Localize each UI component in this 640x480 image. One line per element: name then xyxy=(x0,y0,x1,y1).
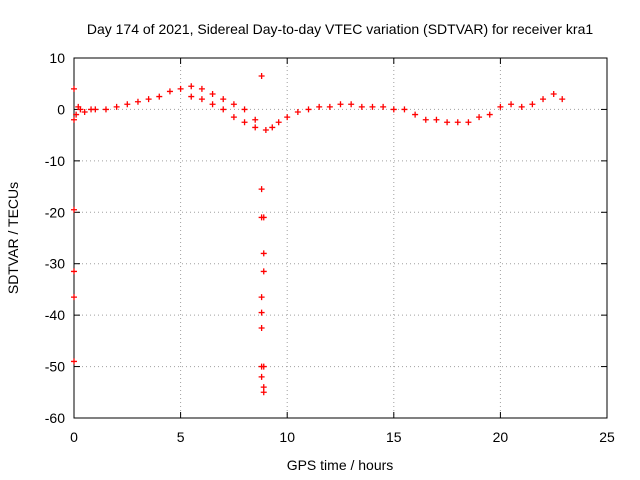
data-point xyxy=(134,98,141,105)
data-point xyxy=(358,103,365,110)
data-point xyxy=(230,101,237,108)
data-point xyxy=(71,294,77,301)
data-point xyxy=(258,373,265,380)
data-point xyxy=(177,85,184,92)
data-point xyxy=(156,93,163,100)
data-point xyxy=(145,96,152,103)
grid xyxy=(74,58,607,418)
data-point xyxy=(252,124,259,131)
data-point xyxy=(305,106,312,113)
data-point xyxy=(124,101,131,108)
data-point xyxy=(188,93,195,100)
y-tick-label: -30 xyxy=(45,256,65,272)
data-point xyxy=(454,119,461,126)
data-point xyxy=(258,363,265,370)
data-point xyxy=(71,85,77,92)
data-point xyxy=(550,91,557,97)
data-point xyxy=(559,96,566,103)
data-point xyxy=(102,106,109,113)
data-point xyxy=(262,127,269,133)
data-point xyxy=(220,106,227,113)
data-point xyxy=(258,294,265,301)
data-point xyxy=(348,101,355,108)
data-point xyxy=(258,325,265,331)
data-point xyxy=(188,83,195,90)
x-tick-label: 25 xyxy=(599,429,615,445)
series-secondary-trace xyxy=(188,93,259,131)
data-point xyxy=(260,268,267,275)
data-point xyxy=(166,88,173,95)
data-point xyxy=(209,91,216,97)
data-point xyxy=(198,85,205,92)
data-point xyxy=(220,96,227,103)
data-point xyxy=(390,106,397,113)
data-point xyxy=(260,384,267,391)
data-point xyxy=(260,250,267,257)
data-point xyxy=(444,119,451,126)
data-point xyxy=(258,73,265,79)
data-point xyxy=(433,116,440,123)
y-tick-label: 0 xyxy=(57,101,65,117)
x-tick-label: 10 xyxy=(279,429,295,445)
x-tick-label: 5 xyxy=(177,429,185,445)
data-point xyxy=(369,103,376,110)
data-point xyxy=(540,96,547,103)
data-point xyxy=(465,119,472,126)
data-point xyxy=(71,206,77,213)
y-tick-label: -20 xyxy=(45,204,65,220)
data-point xyxy=(412,111,419,118)
series-main-trace xyxy=(71,83,566,133)
x-axis-label: GPS time / hours xyxy=(287,457,394,473)
data-point xyxy=(241,106,248,113)
data-point xyxy=(258,309,265,316)
data-point xyxy=(275,119,282,126)
data-point xyxy=(241,119,248,126)
data-point xyxy=(260,214,267,221)
data-points xyxy=(71,73,566,396)
chart-title: Day 174 of 2021, Sidereal Day-to-day VTE… xyxy=(87,21,593,37)
data-point xyxy=(284,114,291,121)
data-point xyxy=(529,101,536,108)
data-point xyxy=(294,109,301,115)
data-point xyxy=(497,103,504,110)
x-tick-label: 15 xyxy=(386,429,402,445)
y-tick-label: -10 xyxy=(45,153,65,169)
y-tick-label: 10 xyxy=(49,50,65,66)
data-point xyxy=(486,111,493,118)
axis-ticks: -60 -50 -40 -30 -20 -10 0 10 0 5 10 15 20 25 xyxy=(45,50,615,445)
data-point xyxy=(316,103,323,110)
data-point xyxy=(198,96,205,103)
x-tick-label: 0 xyxy=(70,429,78,445)
y-axis-label: SDTVAR / TECUs xyxy=(5,182,21,294)
data-point xyxy=(77,106,84,113)
data-point xyxy=(92,106,99,113)
data-point xyxy=(422,116,429,123)
data-point xyxy=(380,103,387,110)
data-point xyxy=(508,101,515,108)
data-point xyxy=(209,101,216,108)
data-point xyxy=(113,103,120,110)
data-point xyxy=(71,358,77,365)
data-point xyxy=(73,111,80,118)
series-outliers xyxy=(71,73,267,396)
data-point xyxy=(258,186,265,193)
data-point xyxy=(71,116,77,123)
plot-frame xyxy=(73,57,608,419)
x-tick-label: 20 xyxy=(493,429,509,445)
data-point xyxy=(337,101,344,108)
data-point xyxy=(252,116,259,123)
data-point xyxy=(401,106,408,113)
data-point xyxy=(81,109,88,115)
data-point xyxy=(326,103,333,110)
data-point xyxy=(260,389,267,396)
data-point xyxy=(71,268,77,275)
y-tick-label: -60 xyxy=(45,410,65,426)
data-point xyxy=(476,114,483,121)
y-tick-label: -40 xyxy=(45,307,65,323)
data-point xyxy=(269,124,276,131)
y-tick-label: -50 xyxy=(45,359,65,375)
data-point xyxy=(518,103,525,110)
data-point xyxy=(230,114,237,121)
